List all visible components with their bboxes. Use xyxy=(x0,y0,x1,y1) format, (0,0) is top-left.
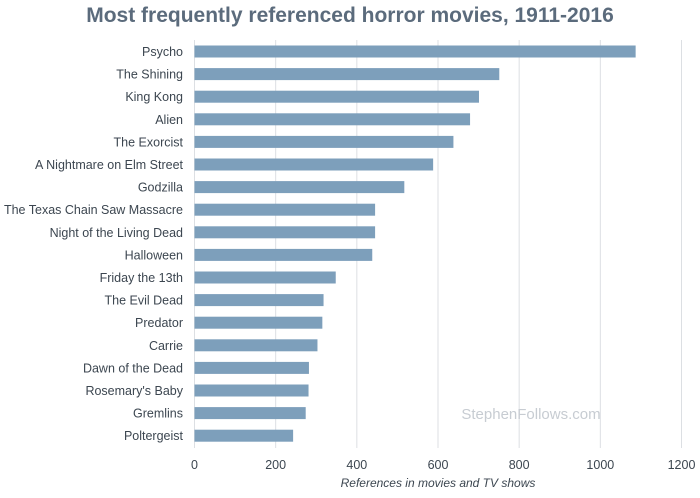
category-label: The Shining xyxy=(116,68,183,82)
bar xyxy=(194,158,434,171)
category-label: Alien xyxy=(155,113,183,127)
category-label: Psycho xyxy=(142,45,183,59)
gridlines xyxy=(194,40,682,448)
category-label: The Evil Dead xyxy=(104,294,183,308)
category-label: A Nightmare on Elm Street xyxy=(35,158,184,172)
x-axis-label: References in movies and TV shows xyxy=(341,476,536,490)
x-tick-labels: 0 200 400 600 800 1000 1200 xyxy=(191,458,695,472)
category-label: Dawn of the Dead xyxy=(83,361,183,375)
x-tick-label: 600 xyxy=(428,458,449,472)
category-label: Halloween xyxy=(125,248,183,262)
bar xyxy=(194,384,309,397)
watermark: StephenFollows.com xyxy=(461,406,600,423)
category-label: King Kong xyxy=(125,90,183,104)
x-tick-label: 0 xyxy=(191,458,198,472)
bar xyxy=(194,181,405,194)
category-labels: Psycho The Shining King Kong Alien The Exorc… xyxy=(4,45,184,443)
bar xyxy=(194,226,376,239)
bar xyxy=(194,113,471,126)
category-label: Night of the Living Dead xyxy=(50,226,183,240)
x-tick-label: 400 xyxy=(346,458,367,472)
bar xyxy=(194,203,376,216)
chart-title: Most frequently referenced horror movies… xyxy=(86,4,614,27)
category-label: Predator xyxy=(135,316,183,330)
bar xyxy=(194,45,636,58)
x-tick-label: 200 xyxy=(265,458,286,472)
bar xyxy=(194,361,309,374)
category-label: Friday the 13th xyxy=(100,271,183,285)
category-label: Poltergeist xyxy=(124,429,184,443)
x-tick-label: 800 xyxy=(509,458,530,472)
bar xyxy=(194,248,373,261)
bar xyxy=(194,90,479,103)
x-tick-label: 1200 xyxy=(668,458,696,472)
bars xyxy=(194,45,636,442)
bar xyxy=(194,68,500,81)
bar xyxy=(194,407,306,420)
category-label: The Texas Chain Saw Massacre xyxy=(4,203,183,217)
category-label: The Exorcist xyxy=(114,135,184,149)
bar xyxy=(194,271,336,284)
bar xyxy=(194,135,454,148)
bar xyxy=(194,294,324,307)
bar xyxy=(194,339,318,352)
x-tick-label: 1000 xyxy=(586,458,614,472)
bar xyxy=(194,316,323,329)
bar xyxy=(194,429,294,442)
category-label: Rosemary's Baby xyxy=(85,384,183,398)
category-label: Gremlins xyxy=(133,407,183,421)
category-label: Godzilla xyxy=(138,181,183,195)
category-label: Carrie xyxy=(149,339,183,353)
